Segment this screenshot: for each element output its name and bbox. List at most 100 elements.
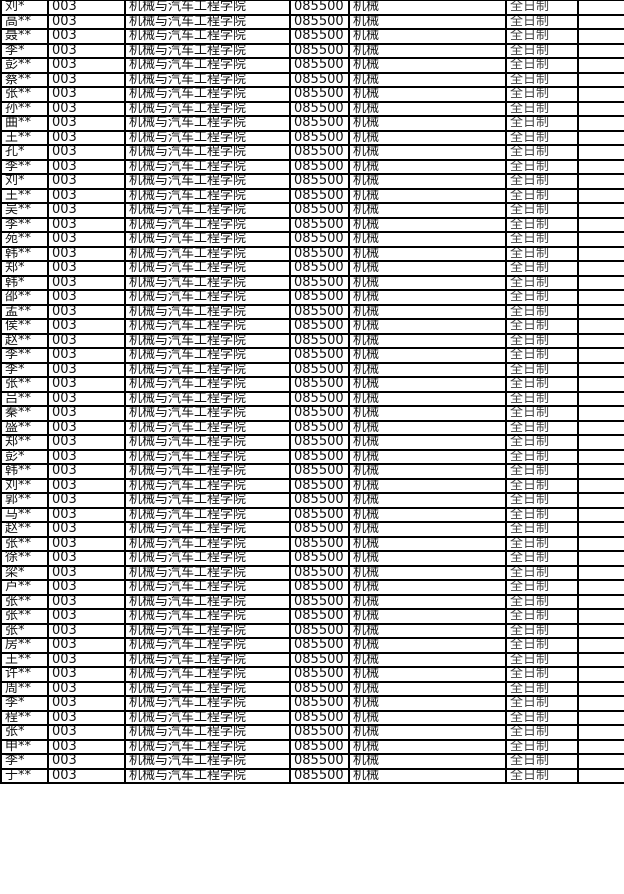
table-row: 韩* 003 机械与汽车工程学院 085500 机械 全日制 xyxy=(0,274,624,291)
study-mode: 全日制 xyxy=(505,13,579,30)
major-code: 085500 xyxy=(289,289,350,306)
dept-code: 003 xyxy=(47,202,126,219)
college: 机械与汽车工程学院 xyxy=(124,709,291,726)
study-mode: 全日制 xyxy=(505,129,579,146)
empty-cell xyxy=(577,448,624,465)
student-name: 聂** xyxy=(0,28,49,45)
table-row: 曲** 003 机械与汽车工程学院 085500 机械 全日制 xyxy=(0,115,624,132)
student-name: 梁* xyxy=(0,564,49,581)
dept-code: 003 xyxy=(47,57,126,74)
study-mode: 全日制 xyxy=(505,463,579,480)
dept-code: 003 xyxy=(47,564,126,581)
table-row: 郑* 003 机械与汽车工程学院 085500 机械 全日制 xyxy=(0,260,624,277)
major: 机械 xyxy=(348,245,507,262)
table-row: 徐** 003 机械与汽车工程学院 085500 机械 全日制 xyxy=(0,550,624,567)
table-row: 王** 003 机械与汽车工程学院 085500 机械 全日制 xyxy=(0,187,624,204)
major: 机械 xyxy=(348,86,507,103)
study-mode: 全日制 xyxy=(505,579,579,596)
table-row: 刘** 003 机械与汽车工程学院 085500 机械 全日制 xyxy=(0,477,624,494)
student-name: 周** xyxy=(0,680,49,697)
major-code: 085500 xyxy=(289,709,350,726)
college: 机械与汽车工程学院 xyxy=(124,42,291,59)
student-name: 张** xyxy=(0,535,49,552)
student-name: 马** xyxy=(0,506,49,523)
study-mode: 全日制 xyxy=(505,158,579,175)
empty-cell xyxy=(577,753,624,770)
empty-cell xyxy=(577,738,624,755)
student-name: 韩* xyxy=(0,274,49,291)
student-name: 秦** xyxy=(0,405,49,422)
major: 机械 xyxy=(348,637,507,654)
study-mode: 全日制 xyxy=(505,303,579,320)
major-code: 085500 xyxy=(289,42,350,59)
study-mode: 全日制 xyxy=(505,709,579,726)
college: 机械与汽车工程学院 xyxy=(124,318,291,335)
college: 机械与汽车工程学院 xyxy=(124,550,291,567)
college: 机械与汽车工程学院 xyxy=(124,100,291,117)
table-row: 张* 003 机械与汽车工程学院 085500 机械 全日制 xyxy=(0,724,624,741)
empty-cell xyxy=(577,129,624,146)
study-mode: 全日制 xyxy=(505,419,579,436)
major-code: 085500 xyxy=(289,144,350,161)
college: 机械与汽车工程学院 xyxy=(124,492,291,509)
student-name: 韩** xyxy=(0,463,49,480)
major: 机械 xyxy=(348,347,507,364)
study-mode: 全日制 xyxy=(505,622,579,639)
student-name: 李* xyxy=(0,753,49,770)
empty-cell xyxy=(577,318,624,335)
major-code: 085500 xyxy=(289,245,350,262)
major-code: 085500 xyxy=(289,260,350,277)
major-code: 085500 xyxy=(289,680,350,697)
college: 机械与汽车工程学院 xyxy=(124,753,291,770)
college: 机械与汽车工程学院 xyxy=(124,13,291,30)
table-row: 盛** 003 机械与汽车工程学院 085500 机械 全日制 xyxy=(0,419,624,436)
major: 机械 xyxy=(348,695,507,712)
college: 机械与汽车工程学院 xyxy=(124,0,291,16)
student-name: 刘* xyxy=(0,0,49,16)
table-row: 张** 003 机械与汽车工程学院 085500 机械 全日制 xyxy=(0,608,624,625)
major: 机械 xyxy=(348,332,507,349)
dept-code: 003 xyxy=(47,0,126,16)
major: 机械 xyxy=(348,709,507,726)
empty-cell xyxy=(577,666,624,683)
dept-code: 003 xyxy=(47,347,126,364)
college: 机械与汽车工程学院 xyxy=(124,260,291,277)
major-code: 085500 xyxy=(289,173,350,190)
table-row: 赵** 003 机械与汽车工程学院 085500 机械 全日制 xyxy=(0,521,624,538)
empty-cell xyxy=(577,187,624,204)
major: 机械 xyxy=(348,564,507,581)
student-name: 吕** xyxy=(0,390,49,407)
study-mode: 全日制 xyxy=(505,637,579,654)
table-row: 秦** 003 机械与汽车工程学院 085500 机械 全日制 xyxy=(0,405,624,422)
major-code: 085500 xyxy=(289,521,350,538)
dept-code: 003 xyxy=(47,231,126,248)
major-code: 085500 xyxy=(289,695,350,712)
study-mode: 全日制 xyxy=(505,753,579,770)
major-code: 085500 xyxy=(289,361,350,378)
major-code: 085500 xyxy=(289,463,350,480)
dept-code: 003 xyxy=(47,260,126,277)
major: 机械 xyxy=(348,274,507,291)
student-name: 高** xyxy=(0,13,49,30)
college: 机械与汽车工程学院 xyxy=(124,173,291,190)
empty-cell xyxy=(577,724,624,741)
empty-cell xyxy=(577,376,624,393)
study-mode: 全日制 xyxy=(505,492,579,509)
college: 机械与汽车工程学院 xyxy=(124,695,291,712)
dept-code: 003 xyxy=(47,753,126,770)
empty-cell xyxy=(577,535,624,552)
table-row: 邵** 003 机械与汽车工程学院 085500 机械 全日制 xyxy=(0,289,624,306)
student-name: 郑** xyxy=(0,434,49,451)
dept-code: 003 xyxy=(47,100,126,117)
college: 机械与汽车工程学院 xyxy=(124,202,291,219)
study-mode: 全日制 xyxy=(505,289,579,306)
table-row: 孟** 003 机械与汽车工程学院 085500 机械 全日制 xyxy=(0,303,624,320)
empty-cell xyxy=(577,42,624,59)
major: 机械 xyxy=(348,71,507,88)
major: 机械 xyxy=(348,144,507,161)
empty-cell xyxy=(577,115,624,132)
major: 机械 xyxy=(348,0,507,16)
study-mode: 全日制 xyxy=(505,216,579,233)
student-name: 苑** xyxy=(0,231,49,248)
dept-code: 003 xyxy=(47,115,126,132)
